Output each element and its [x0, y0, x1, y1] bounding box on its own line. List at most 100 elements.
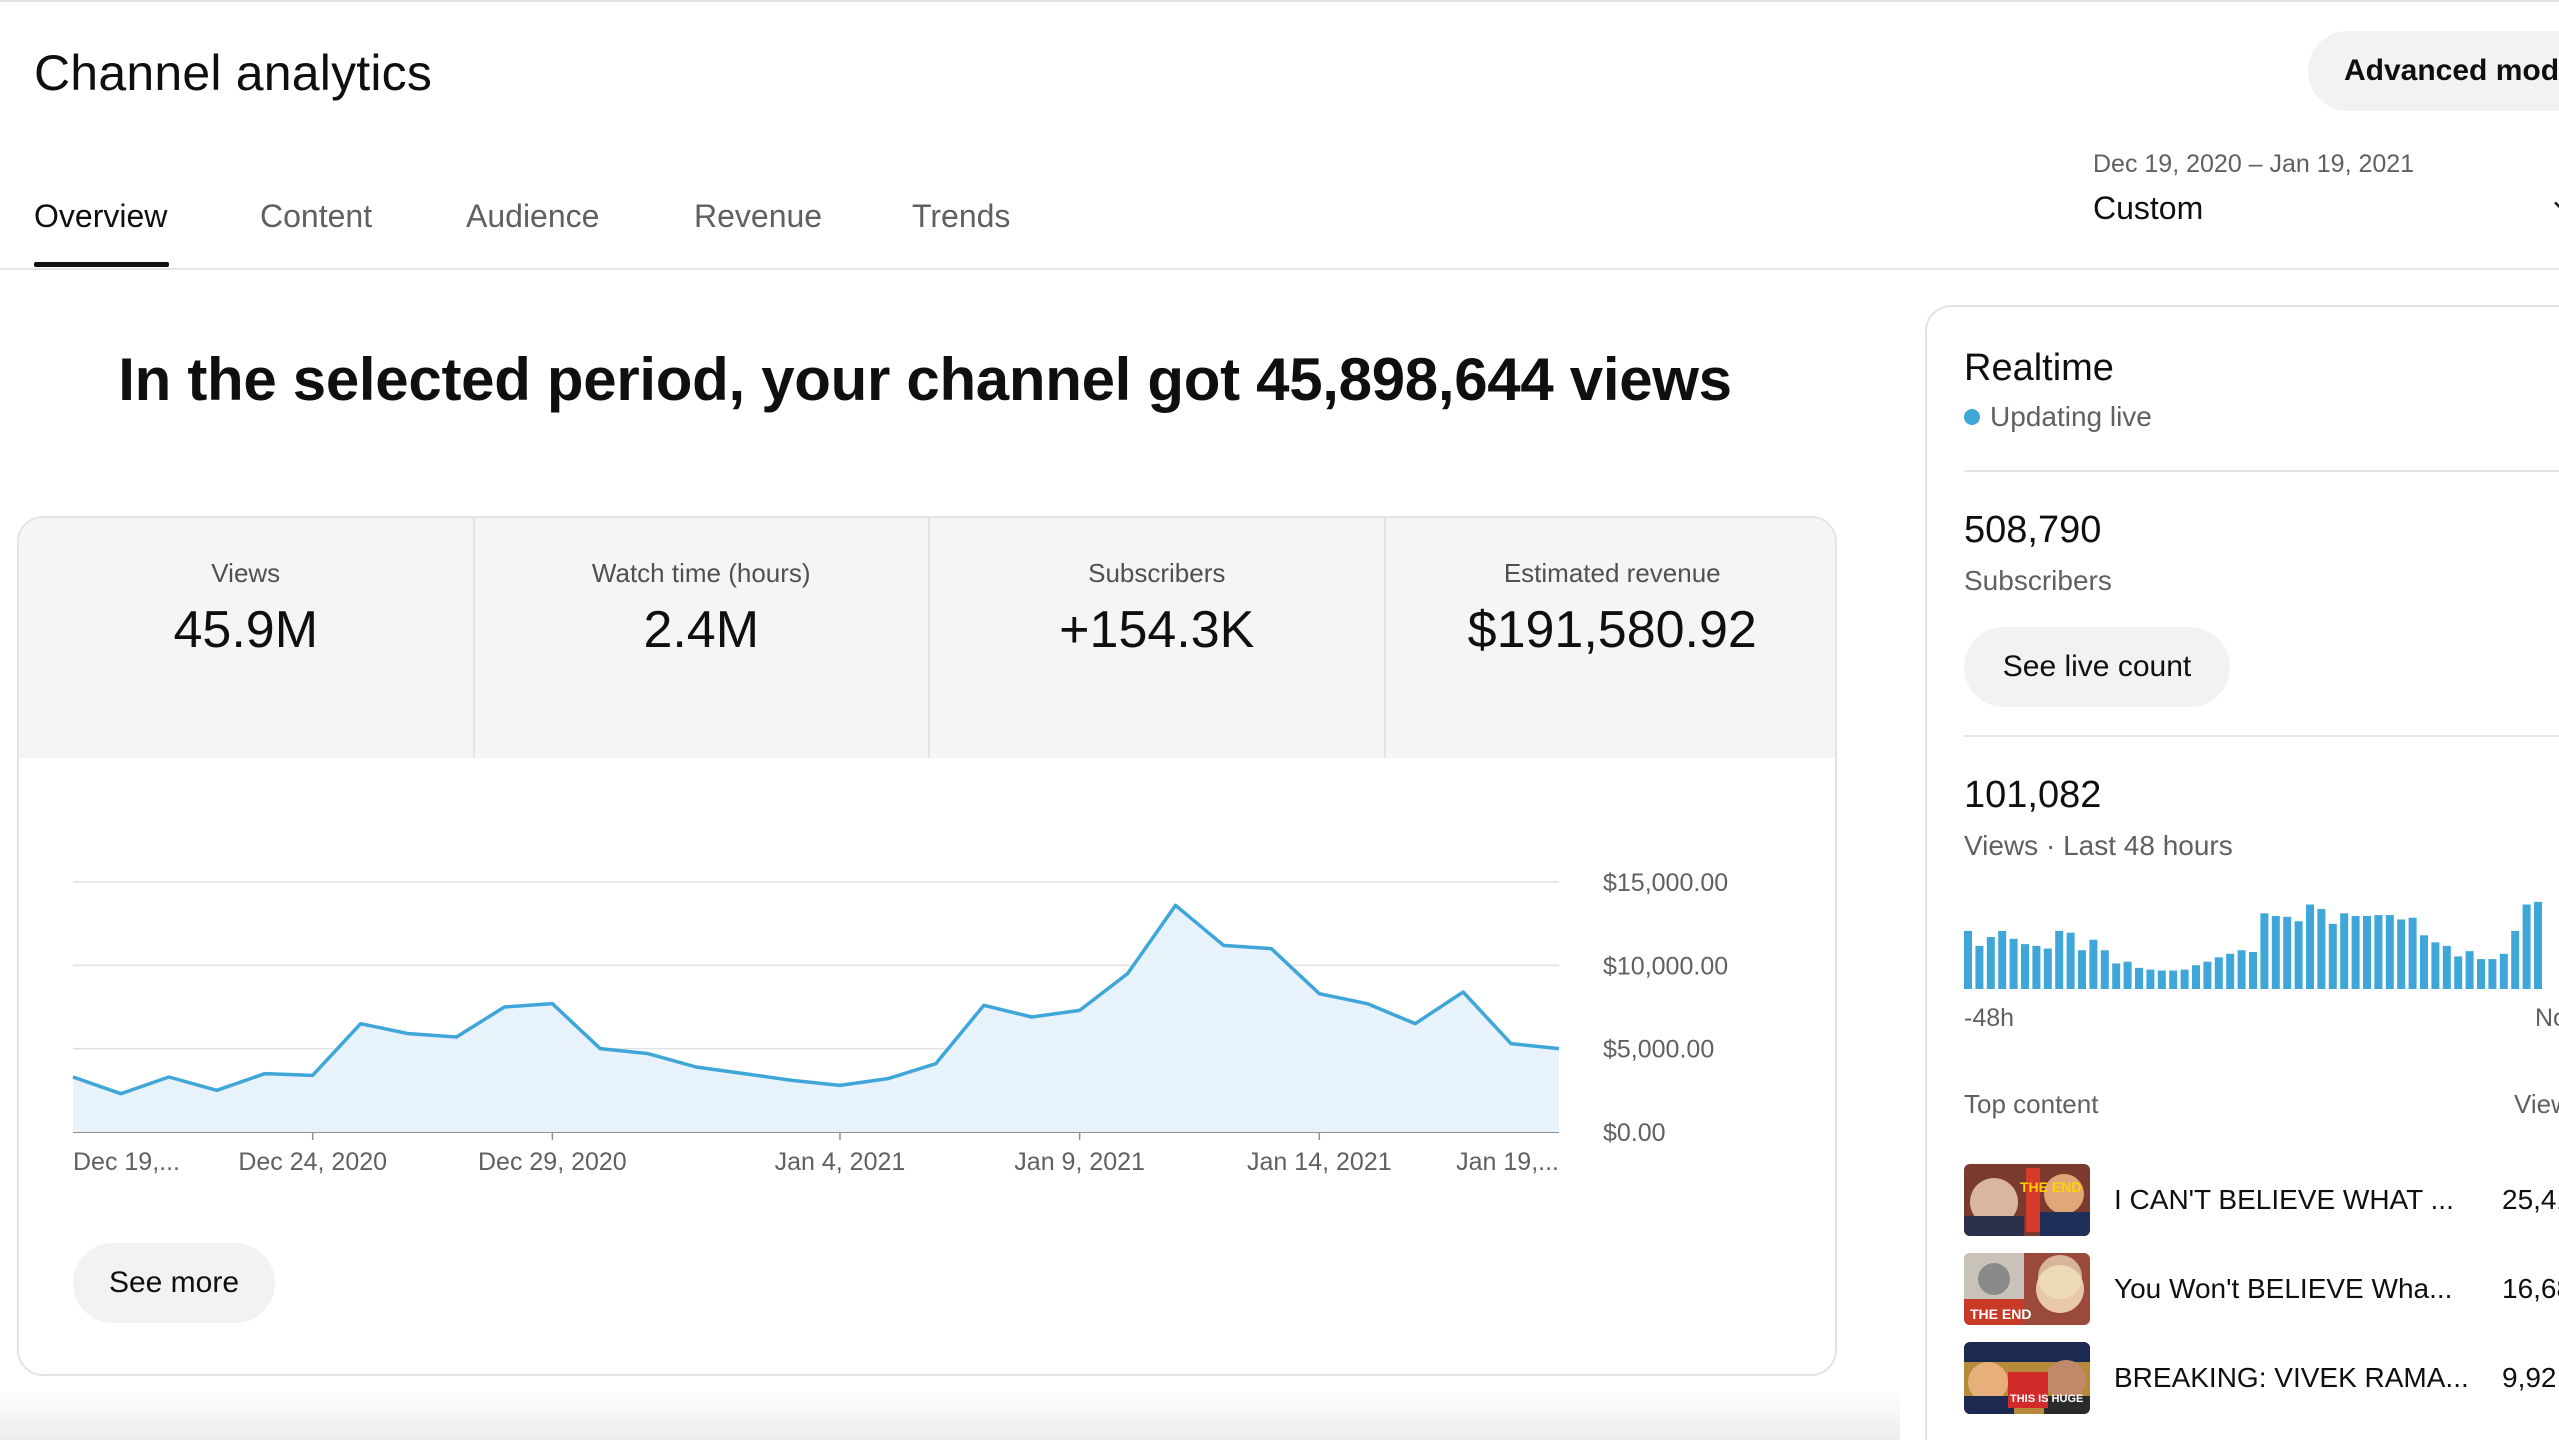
views-bar[interactable] — [1964, 930, 1972, 989]
views-bar[interactable] — [2477, 959, 2485, 989]
views-bar[interactable] — [2511, 930, 2520, 989]
date-range-text: Dec 19, 2020 – Jan 19, 2021 — [2093, 150, 2415, 178]
tab-overview[interactable]: Overview — [34, 198, 168, 234]
video-thumbnail[interactable]: THE END — [1964, 1164, 2090, 1236]
see-live-count-button[interactable]: See live count — [1964, 627, 2230, 707]
views-bar[interactable] — [2340, 913, 2349, 989]
tab-revenue[interactable]: Revenue — [694, 198, 823, 234]
realtime-views-bar-chart — [1964, 901, 2542, 989]
metric-label: Estimated revenue — [1503, 558, 1721, 588]
views-bar[interactable] — [2385, 915, 2394, 989]
views-bar[interactable] — [1975, 945, 1984, 989]
views-bar[interactable] — [2351, 915, 2360, 989]
realtime-title: Realtime — [1964, 347, 2114, 389]
views-bar[interactable] — [2237, 950, 2246, 989]
views-bar[interactable] — [2180, 969, 2189, 989]
views-bar[interactable] — [2420, 935, 2428, 989]
views-bar[interactable] — [2465, 951, 2474, 989]
views-bar[interactable] — [2271, 915, 2280, 989]
tab-content[interactable]: Content — [260, 198, 373, 234]
views-bar[interactable] — [2192, 965, 2200, 989]
views-bar[interactable] — [1998, 930, 2007, 989]
views-bar[interactable] — [2408, 917, 2417, 989]
video-title[interactable]: You Won't BELIEVE Wha... — [2114, 1273, 2453, 1304]
views-bar[interactable] — [2534, 901, 2542, 989]
metric-subscribers[interactable]: Subscribers +154.3K — [930, 518, 1386, 758]
views-bar[interactable] — [2043, 948, 2052, 989]
views-bar[interactable] — [2066, 932, 2075, 989]
views-bar[interactable] — [2112, 963, 2121, 989]
x-tick-label: Dec 29, 2020 — [478, 1148, 627, 1176]
metric-label: Subscribers — [1088, 558, 1226, 588]
views-bar[interactable] — [2214, 957, 2223, 989]
views-bar[interactable] — [2317, 908, 2326, 989]
views-bar[interactable] — [2135, 967, 2143, 989]
metric-value: +154.3K — [1059, 601, 1255, 659]
views-bar[interactable] — [2522, 904, 2531, 989]
views-bar[interactable] — [2454, 956, 2463, 989]
views-bar[interactable] — [2374, 915, 2383, 989]
video-thumbnail[interactable]: THIS IS HUGE — [1964, 1342, 2090, 1414]
views-bar[interactable] — [2078, 950, 2086, 989]
views-headline: In the selected period, your channel got… — [118, 346, 1732, 413]
date-preset: Custom — [2093, 190, 2204, 226]
views-bar[interactable] — [2442, 945, 2451, 989]
tab-audience[interactable]: Audience — [466, 198, 600, 234]
realtime-views-label: Views · Last 48 hours — [1964, 830, 2233, 861]
views-bar[interactable] — [2397, 919, 2406, 989]
views-bar[interactable] — [2306, 904, 2314, 989]
page-title: Channel analytics — [34, 45, 433, 101]
views-bar[interactable] — [2499, 953, 2508, 989]
top-content-row[interactable]: THE END You Won't BELIEVE Wha... 16,68 — [1964, 1253, 2559, 1327]
views-bar[interactable] — [2363, 915, 2371, 989]
top-content-row[interactable]: THE END I CAN'T BELIEVE WHAT ... 25,41 — [1964, 1164, 2559, 1238]
views-bar[interactable] — [2089, 939, 2098, 989]
views-bar[interactable] — [2032, 945, 2041, 989]
views-bar[interactable] — [2203, 961, 2212, 989]
video-title[interactable]: BREAKING: VIVEK RAMA... — [2114, 1362, 2469, 1393]
live-dot-icon — [1964, 409, 1980, 425]
metric-tabs: Views 45.9M Watch time (hours) 2.4M Subs… — [19, 518, 1836, 758]
thumb-text: THIS IS HUGE — [2010, 1393, 2083, 1405]
video-thumbnail[interactable]: THE END — [1964, 1253, 2090, 1325]
updating-live-status: Updating live — [1964, 401, 2152, 433]
views-bar[interactable] — [2157, 970, 2166, 989]
metric-estimated-revenue[interactable]: Estimated revenue $191,580.92 — [1386, 518, 1836, 758]
metric-watch-time[interactable]: Watch time (hours) 2.4M — [475, 518, 930, 758]
views-bar[interactable] — [1986, 937, 1995, 989]
thumb-text: THE END — [2020, 1179, 2081, 1195]
chevron-down-icon[interactable]: ⌄ — [2548, 182, 2559, 217]
x-tick-label: Jan 19,... — [1456, 1148, 1559, 1176]
views-bar[interactable] — [2488, 959, 2497, 989]
top-views-label: Views — [2514, 1089, 2559, 1119]
top-content-row[interactable]: THIS IS HUGE BREAKING: VIVEK RAMA... 9,9… — [1964, 1342, 2559, 1416]
views-bar[interactable] — [2283, 916, 2292, 989]
views-bar[interactable] — [2249, 952, 2257, 989]
tab-bar: Overview Content Audience Revenue Trends — [0, 180, 2559, 270]
revenue-area — [73, 905, 1559, 1132]
views-bar[interactable] — [2260, 913, 2269, 989]
metric-views[interactable]: Views 45.9M — [19, 518, 475, 758]
bottom-shadow — [0, 1390, 1900, 1440]
views-bar[interactable] — [2146, 969, 2155, 989]
views-bar[interactable] — [2294, 921, 2303, 989]
overview-card: Views 45.9M Watch time (hours) 2.4M Subs… — [17, 516, 1837, 1376]
x-tick-label: Jan 14, 2021 — [1247, 1148, 1392, 1176]
views-bar[interactable] — [2123, 961, 2132, 989]
views-bar[interactable] — [2021, 944, 2029, 989]
views-bar[interactable] — [2100, 950, 2109, 989]
views-bar[interactable] — [2226, 953, 2235, 989]
views-bar[interactable] — [2431, 942, 2440, 989]
see-more-button[interactable]: See more — [73, 1243, 275, 1323]
y-tick-label: $15,000.00 — [1603, 869, 1728, 897]
divider — [1964, 735, 2559, 737]
views-bar[interactable] — [2009, 938, 2018, 989]
views-bar[interactable] — [2328, 923, 2337, 989]
advanced-mode-button[interactable]: Advanced mode — [2308, 31, 2559, 111]
video-title[interactable]: I CAN'T BELIEVE WHAT ... — [2114, 1184, 2454, 1215]
views-bar[interactable] — [2169, 970, 2178, 989]
realtime-views-value: 101,082 — [1964, 774, 2102, 816]
views-bar[interactable] — [2055, 930, 2064, 989]
bar-axis-start: -48h — [1964, 1004, 2015, 1032]
tab-trends[interactable]: Trends — [912, 198, 1011, 234]
